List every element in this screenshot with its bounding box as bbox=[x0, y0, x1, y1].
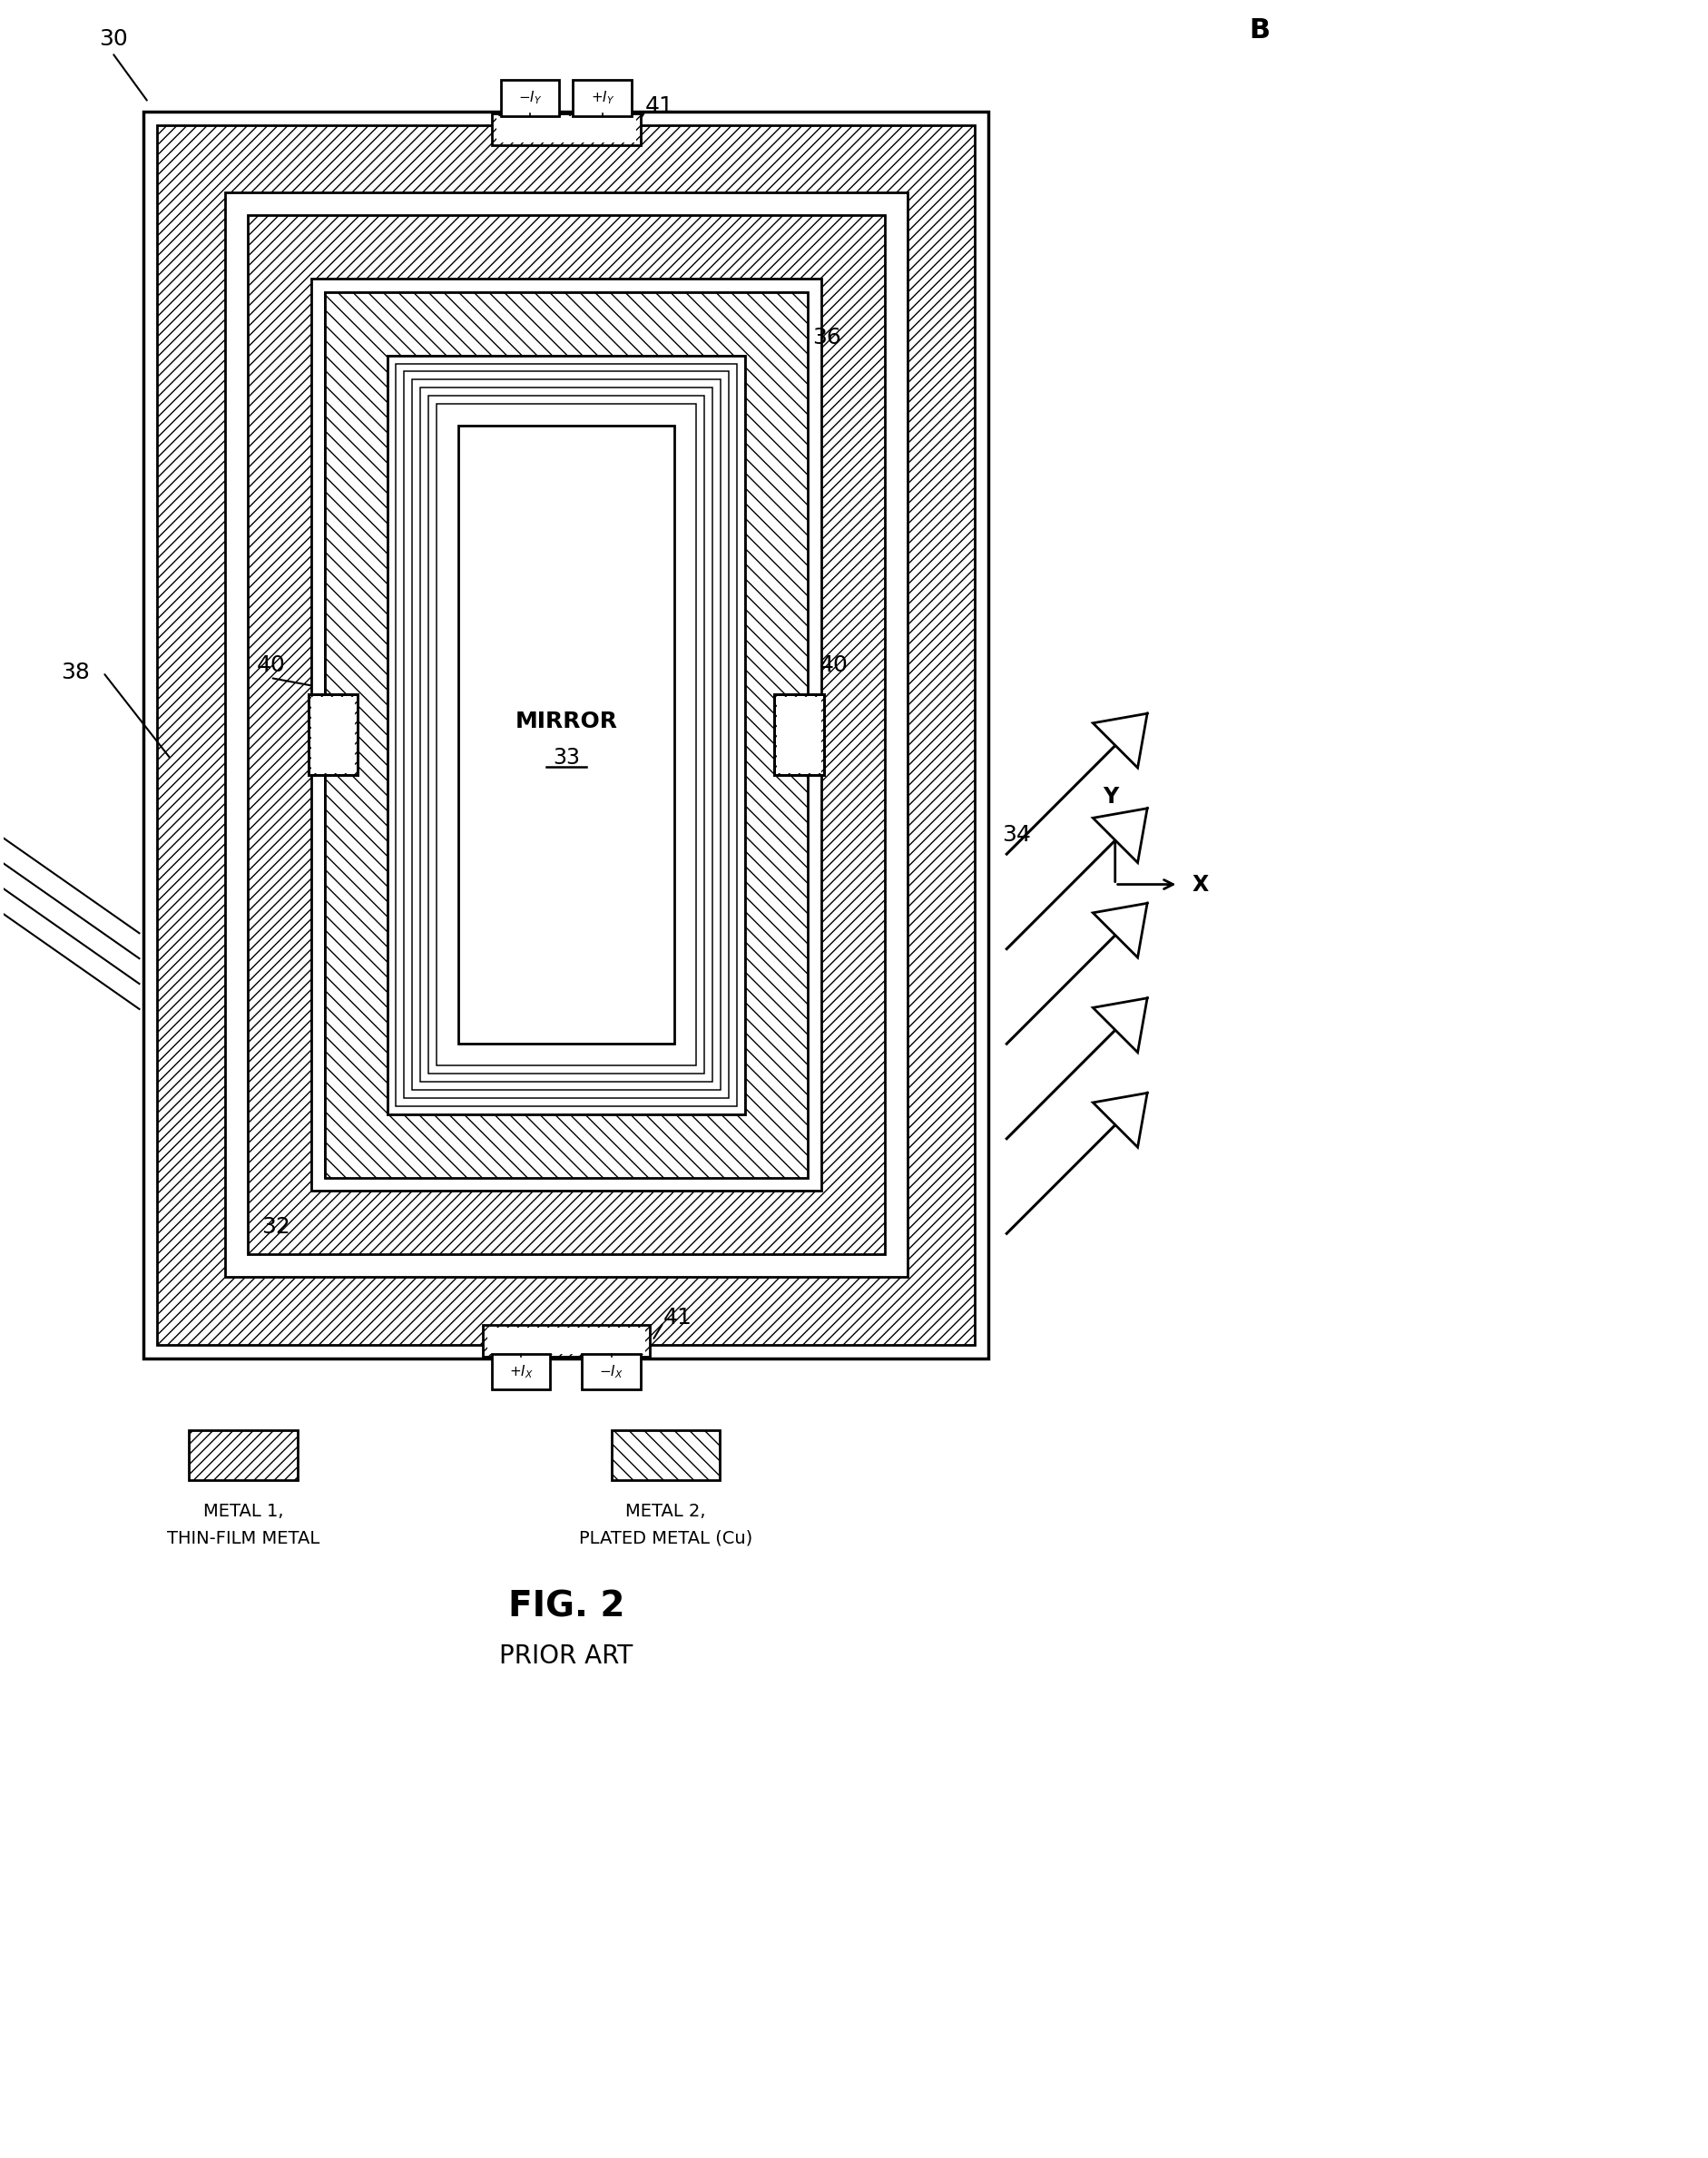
Text: $-I_X$: $-I_X$ bbox=[600, 1364, 623, 1381]
Bar bbox=[325, 291, 808, 1178]
Text: Y: Y bbox=[1103, 786, 1119, 807]
Bar bbox=[225, 192, 907, 1278]
Text: 33: 33 bbox=[553, 747, 579, 768]
Bar bbox=[307, 695, 359, 775]
Bar bbox=[190, 1431, 297, 1480]
Bar bbox=[388, 356, 745, 1114]
Text: 34: 34 bbox=[1003, 824, 1032, 846]
Text: 30: 30 bbox=[99, 28, 128, 50]
Bar bbox=[345, 313, 787, 1157]
Text: MIRROR: MIRROR bbox=[514, 710, 618, 732]
Bar bbox=[429, 395, 704, 1073]
Bar bbox=[500, 80, 560, 117]
Bar bbox=[388, 356, 745, 1114]
Text: B: B bbox=[1249, 17, 1271, 43]
Bar bbox=[384, 352, 748, 1118]
Text: $-I_Y$: $-I_Y$ bbox=[518, 88, 541, 106]
Bar bbox=[405, 371, 728, 1098]
Text: $+I_X$: $+I_X$ bbox=[509, 1364, 533, 1381]
Bar bbox=[497, 117, 637, 142]
Text: X: X bbox=[1192, 874, 1209, 896]
Bar bbox=[311, 697, 355, 773]
Bar bbox=[405, 371, 728, 1098]
Bar bbox=[412, 380, 721, 1090]
Bar bbox=[582, 1353, 640, 1390]
Bar bbox=[307, 695, 359, 775]
Text: THIN-FILM METAL: THIN-FILM METAL bbox=[167, 1530, 319, 1547]
Text: $+I_Y$: $+I_Y$ bbox=[591, 88, 615, 106]
Text: 41: 41 bbox=[663, 1308, 692, 1329]
Bar bbox=[492, 1353, 550, 1390]
Bar bbox=[458, 425, 675, 1044]
Bar bbox=[388, 356, 745, 1114]
Bar bbox=[777, 697, 822, 773]
Bar bbox=[572, 80, 632, 117]
Bar bbox=[157, 125, 975, 1344]
Bar bbox=[611, 1431, 719, 1480]
Bar bbox=[437, 404, 695, 1066]
Polygon shape bbox=[1093, 999, 1148, 1053]
Text: PRIOR ART: PRIOR ART bbox=[499, 1644, 634, 1668]
Bar bbox=[395, 363, 738, 1107]
Bar bbox=[396, 363, 736, 1107]
Text: METAL 1,: METAL 1, bbox=[203, 1502, 284, 1519]
Bar bbox=[492, 112, 640, 145]
Text: METAL 2,: METAL 2, bbox=[625, 1502, 705, 1519]
Bar bbox=[311, 278, 822, 1191]
Polygon shape bbox=[1093, 809, 1148, 863]
Text: PLATED METAL (Cu): PLATED METAL (Cu) bbox=[579, 1530, 753, 1547]
Text: 36: 36 bbox=[813, 326, 842, 347]
Bar bbox=[143, 112, 989, 1357]
Bar bbox=[413, 382, 719, 1088]
Polygon shape bbox=[1093, 1092, 1148, 1148]
Text: 41: 41 bbox=[646, 95, 675, 117]
Bar bbox=[335, 302, 798, 1167]
Text: 32: 32 bbox=[261, 1217, 290, 1239]
Bar bbox=[374, 341, 758, 1129]
Polygon shape bbox=[1093, 904, 1148, 958]
Bar bbox=[483, 1325, 649, 1357]
Text: 40: 40 bbox=[256, 654, 285, 675]
Text: 40: 40 bbox=[820, 654, 849, 675]
Bar bbox=[325, 291, 808, 1178]
Bar bbox=[774, 695, 825, 775]
Text: FIG. 2: FIG. 2 bbox=[507, 1590, 625, 1623]
Bar bbox=[311, 278, 822, 1191]
Bar bbox=[248, 216, 885, 1254]
Polygon shape bbox=[1093, 714, 1148, 768]
Text: 38: 38 bbox=[61, 663, 89, 684]
Bar bbox=[774, 695, 825, 775]
Bar bbox=[420, 388, 712, 1081]
Bar bbox=[354, 322, 779, 1148]
Bar bbox=[364, 332, 769, 1137]
Bar bbox=[487, 1327, 646, 1353]
Bar bbox=[225, 192, 907, 1278]
